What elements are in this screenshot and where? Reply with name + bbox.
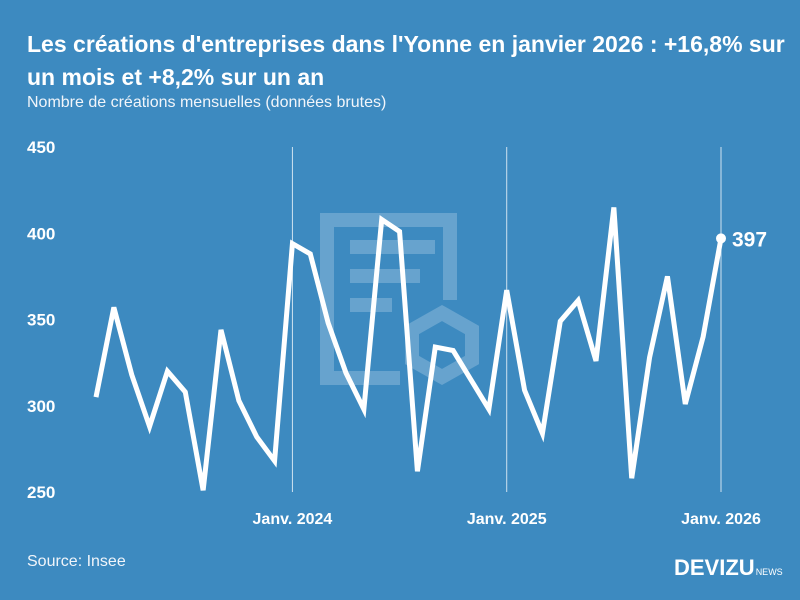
data-point (716, 233, 726, 244)
last-value-label: 397 (732, 228, 767, 251)
chart-subtitle: Nombre de créations mensuelles (données … (27, 94, 387, 111)
y-tick-label: 350 (27, 311, 55, 330)
watermark-icon (320, 213, 479, 386)
x-tick-label: Janv. 2025 (467, 511, 547, 528)
y-tick-label: 250 (27, 483, 55, 502)
logo-main: DEVIZU (674, 555, 755, 580)
chart-title: Les créations d'entreprises dans l'Yonne… (27, 31, 785, 90)
y-tick-label: 300 (27, 397, 55, 416)
x-tick-label: Janv. 2026 (681, 511, 761, 528)
x-tick-label: Janv. 2024 (253, 511, 333, 528)
series-line (93, 207, 724, 491)
y-tick-label: 400 (27, 224, 55, 243)
devizu-logo: DEVIZUNEWS (674, 555, 783, 581)
logo-suffix: NEWS (755, 567, 783, 577)
source-note: Source: Insee (27, 553, 126, 570)
y-tick-label: 450 (27, 138, 55, 157)
